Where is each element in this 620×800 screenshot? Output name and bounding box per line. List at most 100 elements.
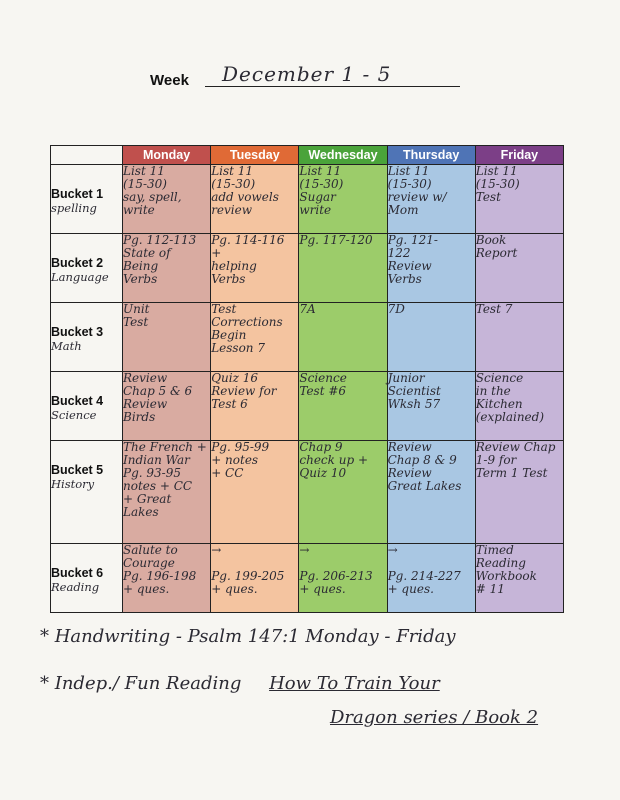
plan-cell-friday: Review Chap 1-9 for Term 1 Test — [474, 440, 565, 544]
bucket-subject: Math — [51, 339, 82, 354]
plan-cell-friday: List 11 (15-30) Test — [474, 163, 565, 235]
week-header: Week December 1 - 5 — [150, 62, 470, 92]
week-label: Week — [150, 72, 189, 89]
plan-cell-thursday: → Pg. 214-227 + ques. — [386, 542, 476, 614]
plan-text: Science in the Kitchen (explained) — [475, 371, 545, 425]
plan-cell-tuesday: Test Corrections Begin Lesson 7 — [210, 302, 300, 373]
plan-text: 7D — [387, 302, 405, 317]
bucket-subject: Language — [51, 270, 109, 285]
day-header-row: Monday Tuesday Wednesday Thursday Friday — [50, 145, 565, 165]
plan-cell-monday: List 11 (15-30) say, spell, write — [121, 163, 212, 235]
day-header-thursday: Thursday — [386, 145, 476, 165]
plan-cell-wednesday: Science Test #6 — [298, 371, 388, 442]
day-header-friday: Friday — [474, 145, 565, 165]
plan-cell-wednesday: 7A — [298, 302, 388, 373]
reading-note: * Indep./ Fun Reading How To Train Your — [40, 673, 440, 694]
bucket-subject: History — [51, 477, 95, 492]
bucket-subject: Reading — [51, 579, 100, 594]
plan-text: Review Chap 5 & 6 Review Birds — [123, 371, 193, 425]
plan-cell-monday: Pg. 112-113 State of Being Verbs — [121, 233, 212, 304]
plan-cell-thursday: Junior Scientist Wksh 57 — [386, 371, 476, 442]
plan-cell-wednesday: Pg. 117-120 — [298, 233, 388, 304]
plan-text: Test Corrections Begin Lesson 7 — [211, 302, 283, 356]
table-row: Bucket 3 Math Unit Test Test Corrections… — [50, 302, 565, 373]
book-series: Dragon series / Book 2 — [330, 707, 539, 728]
table-row: Bucket 4 Science Review Chap 5 & 6 Revie… — [50, 371, 565, 442]
plan-text: Quiz 16 Review for Test 6 — [211, 371, 277, 412]
table-row: Bucket 1 spelling List 11 (15-30) say, s… — [50, 163, 565, 235]
plan-cell-monday: Unit Test — [121, 302, 212, 373]
plan-text: The French + Indian War Pg. 93-95 notes … — [123, 440, 207, 520]
bucket-cell: Bucket 1 spelling — [50, 163, 123, 235]
plan-text: List 11 (15-30) Test — [475, 164, 520, 204]
plan-cell-tuesday: → Pg. 199-205 + ques. — [210, 542, 300, 614]
plan-cell-thursday: Pg. 121- 122 Review Verbs — [386, 233, 476, 304]
week-value: December 1 - 5 — [222, 62, 392, 86]
plan-cell-tuesday: Pg. 114-116 + helping Verbs — [210, 233, 300, 304]
day-header-tuesday: Tuesday — [210, 145, 300, 165]
plan-text: Review Chap 1-9 for Term 1 Test — [475, 440, 556, 481]
bucket-title: Bucket 2 — [51, 256, 104, 271]
plan-text: Book Report — [475, 233, 518, 261]
bucket-cell: Bucket 5 History — [50, 440, 123, 544]
bucket-cell: Bucket 2 Language — [50, 233, 123, 304]
plan-text: Pg. 117-120 — [299, 233, 373, 248]
bucket-title: Bucket 3 — [51, 325, 104, 340]
plan-cell-thursday: 7D — [386, 302, 476, 373]
plan-text: List 11 (15-30) Sugar write — [299, 164, 344, 217]
plan-text: → Pg. 199-205 + ques. — [211, 542, 285, 596]
plan-cell-wednesday: List 11 (15-30) Sugar write — [298, 163, 388, 235]
bucket-title: Bucket 1 — [51, 187, 104, 201]
plan-text: Review Chap 8 & 9 Review Great Lakes — [387, 440, 462, 494]
bucket-title: Bucket 6 — [51, 565, 104, 580]
bucket-cell: Bucket 4 Science — [50, 371, 123, 442]
plan-cell-friday: Science in the Kitchen (explained) — [474, 371, 565, 442]
plan-cell-monday: Review Chap 5 & 6 Review Birds — [121, 371, 212, 442]
plan-cell-tuesday: Pg. 95-99 + notes + CC — [210, 440, 300, 544]
plan-cell-tuesday: Quiz 16 Review for Test 6 — [210, 371, 300, 442]
corner-cell — [50, 145, 123, 165]
plan-cell-tuesday: List 11 (15-30) add vowels review — [210, 163, 300, 235]
week-underline — [205, 86, 460, 87]
weekly-plan-table: Monday Tuesday Wednesday Thursday Friday… — [50, 145, 565, 614]
plan-text: Science Test #6 — [299, 371, 347, 399]
plan-text: Pg. 114-116 + helping Verbs — [211, 233, 285, 287]
plan-text: Chap 9 check up + Quiz 10 — [299, 440, 369, 481]
bucket-title: Bucket 4 — [51, 394, 104, 409]
plan-text: List 11 (15-30) review w/ Mom — [387, 164, 447, 217]
plan-text: → Pg. 214-227 + ques. — [387, 542, 461, 596]
plan-text: List 11 (15-30) add vowels review — [211, 164, 279, 217]
plan-cell-thursday: List 11 (15-30) review w/ Mom — [386, 163, 476, 235]
day-header-wednesday: Wednesday — [298, 145, 388, 165]
plan-cell-wednesday: Chap 9 check up + Quiz 10 — [298, 440, 388, 544]
plan-cell-monday: Salute to Courage Pg. 196-198 + ques. — [121, 542, 212, 614]
reading-note-prefix: * Indep./ Fun Reading — [40, 673, 242, 694]
table-row: Bucket 6 Reading Salute to Courage Pg. 1… — [50, 542, 565, 614]
plan-text: List 11 (15-30) say, spell, write — [123, 164, 182, 217]
table-row: Bucket 5 History The French + Indian War… — [50, 440, 565, 544]
plan-text: 7A — [299, 302, 316, 317]
plan-text: Test 7 — [475, 302, 513, 317]
plan-cell-friday: Timed Reading Workbook # 11 — [474, 542, 565, 614]
plan-text: Pg. 95-99 + notes + CC — [211, 440, 270, 481]
plan-cell-monday: The French + Indian War Pg. 93-95 notes … — [121, 440, 212, 544]
day-header-monday: Monday — [121, 145, 212, 165]
table-row: Bucket 2 Language Pg. 112-113 State of B… — [50, 233, 565, 304]
plan-text: Pg. 121- 122 Review Verbs — [387, 233, 438, 287]
bucket-subject: spelling — [51, 201, 97, 215]
plan-text: Unit Test — [123, 302, 150, 330]
plan-cell-wednesday: → Pg. 206-213 + ques. — [298, 542, 388, 614]
plan-text: Pg. 112-113 State of Being Verbs — [123, 233, 197, 287]
plan-text: Timed Reading Workbook # 11 — [475, 542, 537, 596]
handwriting-note: * Handwriting - Psalm 147:1 Monday - Fri… — [40, 626, 456, 647]
bucket-cell: Bucket 6 Reading — [50, 542, 123, 614]
plan-cell-friday: Book Report — [474, 233, 565, 304]
bucket-title: Bucket 5 — [51, 463, 104, 478]
plan-text: Salute to Courage Pg. 196-198 + ques. — [123, 542, 197, 596]
bucket-cell: Bucket 3 Math — [50, 302, 123, 373]
bucket-subject: Science — [51, 408, 97, 423]
book-title: How To Train Your — [269, 673, 440, 694]
plan-cell-friday: Test 7 — [474, 302, 565, 373]
plan-text: → Pg. 206-213 + ques. — [299, 542, 373, 596]
plan-cell-thursday: Review Chap 8 & 9 Review Great Lakes — [386, 440, 476, 544]
